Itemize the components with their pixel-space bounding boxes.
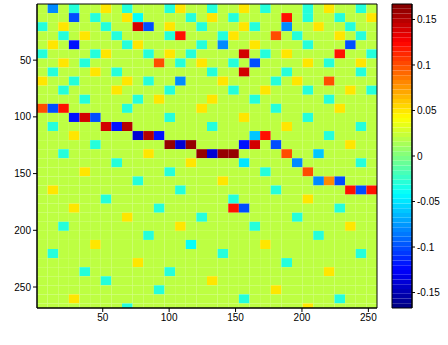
svg-text:150: 150	[227, 312, 244, 323]
svg-text:-0.15: -0.15	[417, 287, 440, 298]
svg-text:200: 200	[294, 312, 311, 323]
svg-text:0: 0	[417, 151, 423, 162]
svg-text:150: 150	[14, 168, 31, 179]
svg-text:0.05: 0.05	[417, 105, 437, 116]
svg-text:250: 250	[14, 282, 31, 293]
svg-text:250: 250	[360, 312, 377, 323]
svg-text:50: 50	[97, 312, 109, 323]
svg-text:-0.1: -0.1	[417, 242, 435, 253]
svg-text:50: 50	[20, 55, 32, 66]
svg-text:0.15: 0.15	[417, 14, 437, 25]
svg-text:200: 200	[14, 225, 31, 236]
svg-text:0.1: 0.1	[417, 60, 431, 71]
svg-text:-0.05: -0.05	[417, 196, 440, 207]
svg-text:100: 100	[161, 312, 178, 323]
svg-text:100: 100	[14, 111, 31, 122]
